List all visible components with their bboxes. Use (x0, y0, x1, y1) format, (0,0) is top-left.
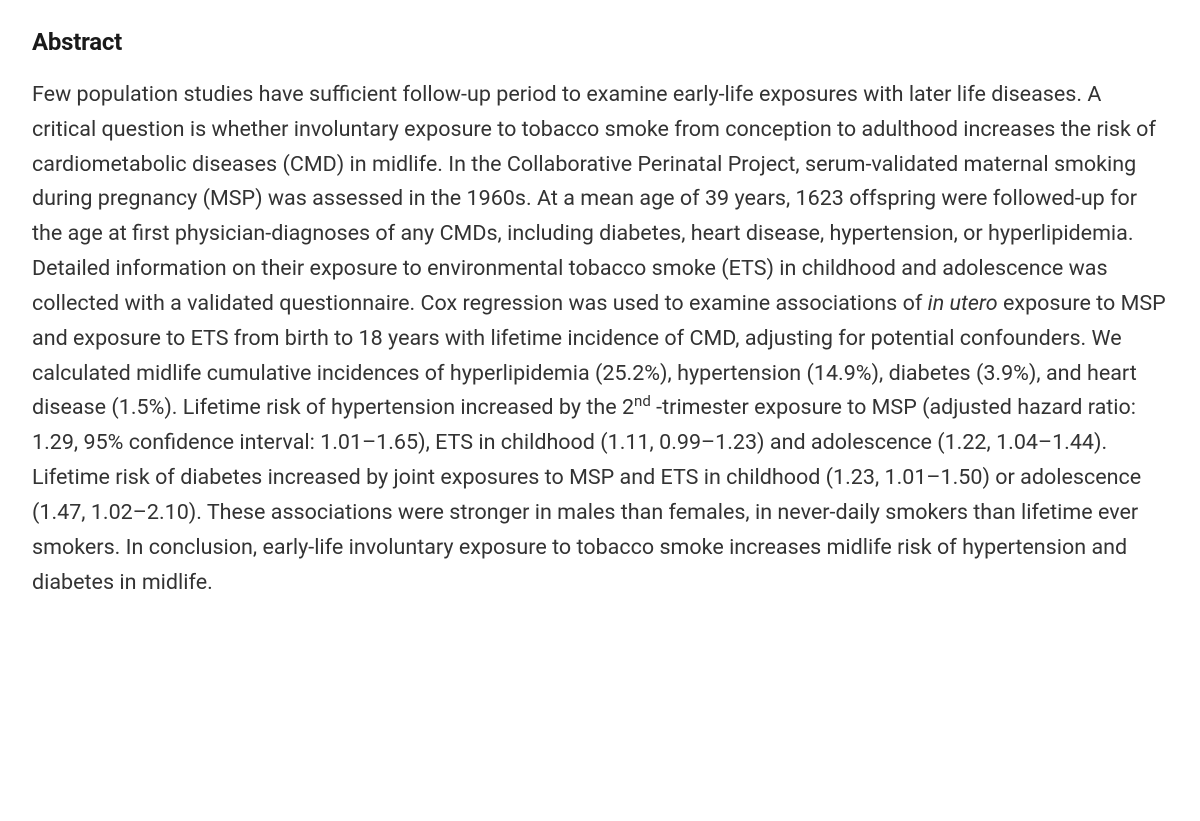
ordinal-superscript: nd (634, 392, 651, 410)
abstract-text-part-3: -trimester exposure to MSP (adjusted haz… (32, 395, 1141, 594)
abstract-heading: Abstract (32, 28, 1168, 56)
abstract-text-part-1: Few population studies have sufficient f… (32, 82, 1156, 316)
abstract-body: Few population studies have sufficient f… (32, 78, 1168, 600)
italic-phrase: in utero (928, 291, 998, 316)
